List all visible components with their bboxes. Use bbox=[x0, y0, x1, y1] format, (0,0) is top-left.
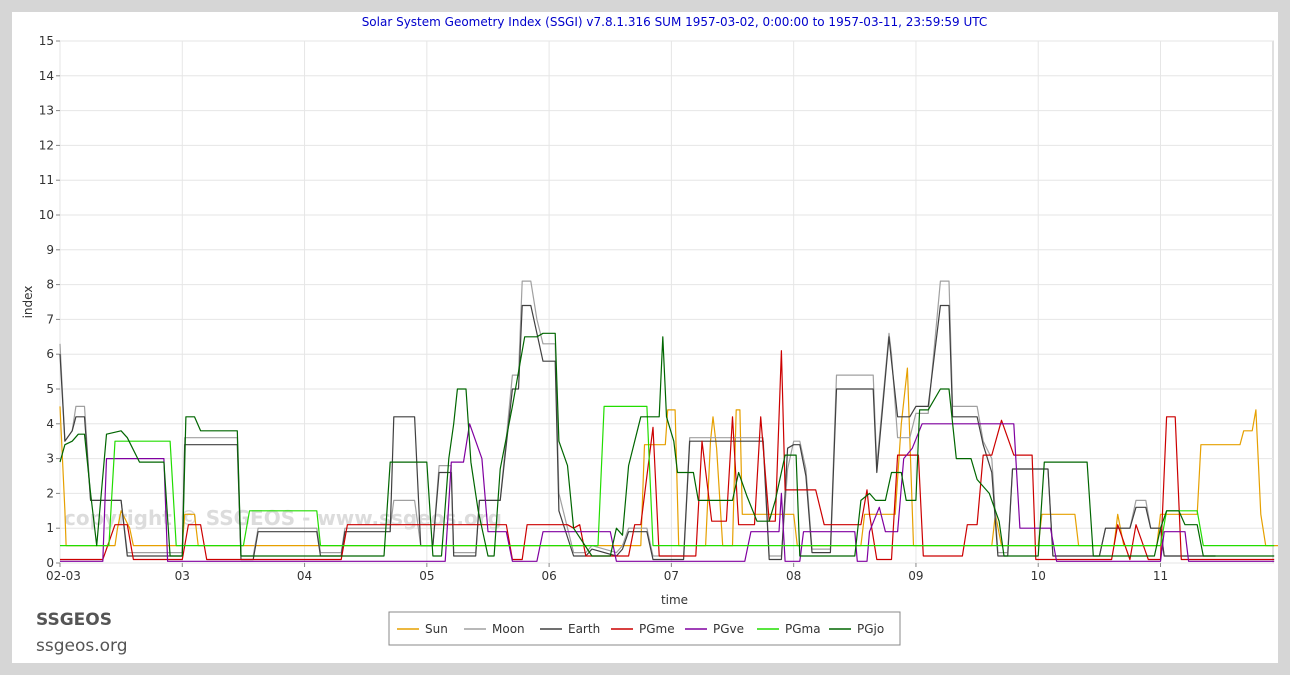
y-tick-label: 4 bbox=[46, 417, 54, 431]
x-tick-labels: 02-03 03 04 05 06 07 08 09 10 11 bbox=[46, 563, 1168, 583]
chart-panel: Solar System Geometry Index (SSGI) v7.8.… bbox=[12, 12, 1278, 663]
x-tick-label: 02-03 bbox=[46, 569, 81, 583]
legend-item-pgme: PGme bbox=[611, 622, 675, 636]
x-tick-label: 09 bbox=[908, 569, 923, 583]
brand-name: SSGEOS bbox=[36, 610, 112, 630]
series-line-earth bbox=[59, 304, 1216, 561]
y-tick-label: 14 bbox=[39, 69, 54, 83]
legend: Sun Moon Earth PGme PGve PGma PGjo bbox=[388, 611, 901, 646]
y-tick-label: 9 bbox=[46, 243, 54, 257]
y-axis-label: index bbox=[21, 286, 35, 319]
x-tick-label: 06 bbox=[541, 569, 556, 583]
y-tick-label: 8 bbox=[46, 278, 54, 292]
y-tick-label: 11 bbox=[39, 173, 54, 187]
legend-label: PGjo bbox=[857, 622, 884, 636]
y-tick-label: 15 bbox=[39, 34, 54, 48]
legend-label: Sun bbox=[425, 622, 448, 636]
series-lines bbox=[59, 280, 1278, 562]
plot-area bbox=[59, 40, 1274, 564]
chart-title: Solar System Geometry Index (SSGI) v7.8.… bbox=[362, 15, 988, 29]
x-tick-label: 03 bbox=[175, 569, 190, 583]
y-tick-label: 6 bbox=[46, 347, 54, 361]
x-tick-label: 08 bbox=[786, 569, 801, 583]
legend-item-pgma: PGma bbox=[757, 622, 821, 636]
legend-item-moon: Moon bbox=[464, 622, 525, 636]
y-tick-label: 7 bbox=[46, 312, 54, 326]
y-tick-label: 10 bbox=[39, 208, 54, 222]
watermark-text: copyright © SSGEOS - www.ssgeos.org bbox=[64, 506, 502, 530]
y-tick-label: 1 bbox=[46, 521, 54, 535]
legend-label: PGma bbox=[785, 622, 821, 636]
brand-url[interactable]: ssgeos.org bbox=[36, 636, 128, 656]
legend-label: Earth bbox=[568, 622, 600, 636]
y-tick-label: 13 bbox=[39, 104, 54, 118]
x-gridlines bbox=[59, 41, 1162, 563]
series-line-pgjo bbox=[59, 332, 1275, 557]
x-tick-label: 05 bbox=[419, 569, 434, 583]
series-line-pgve bbox=[60, 423, 1275, 562]
y-tick-label: 5 bbox=[46, 382, 54, 396]
x-axis-label: time bbox=[661, 593, 688, 607]
x-tick-label: 10 bbox=[1031, 569, 1046, 583]
y-tick-label: 0 bbox=[46, 556, 54, 570]
y-tick-label: 12 bbox=[39, 138, 54, 152]
legend-label: PGve bbox=[713, 622, 744, 636]
x-tick-label: 11 bbox=[1153, 569, 1168, 583]
legend-label: Moon bbox=[492, 622, 525, 636]
y-tick-label: 3 bbox=[46, 452, 54, 466]
legend-item-pgve: PGve bbox=[685, 622, 744, 636]
legend-item-pgjo: PGjo bbox=[829, 622, 884, 636]
x-tick-label: 07 bbox=[664, 569, 679, 583]
ssgi-chart: Solar System Geometry Index (SSGI) v7.8.… bbox=[21, 15, 1278, 646]
x-tick-label: 04 bbox=[297, 569, 312, 583]
y-tick-label: 2 bbox=[46, 486, 54, 500]
legend-label: PGme bbox=[639, 622, 675, 636]
legend-item-sun: Sun bbox=[397, 622, 448, 636]
series-line-moon bbox=[59, 280, 1216, 557]
legend-item-earth: Earth bbox=[540, 622, 600, 636]
series-line-sun bbox=[59, 367, 1278, 547]
